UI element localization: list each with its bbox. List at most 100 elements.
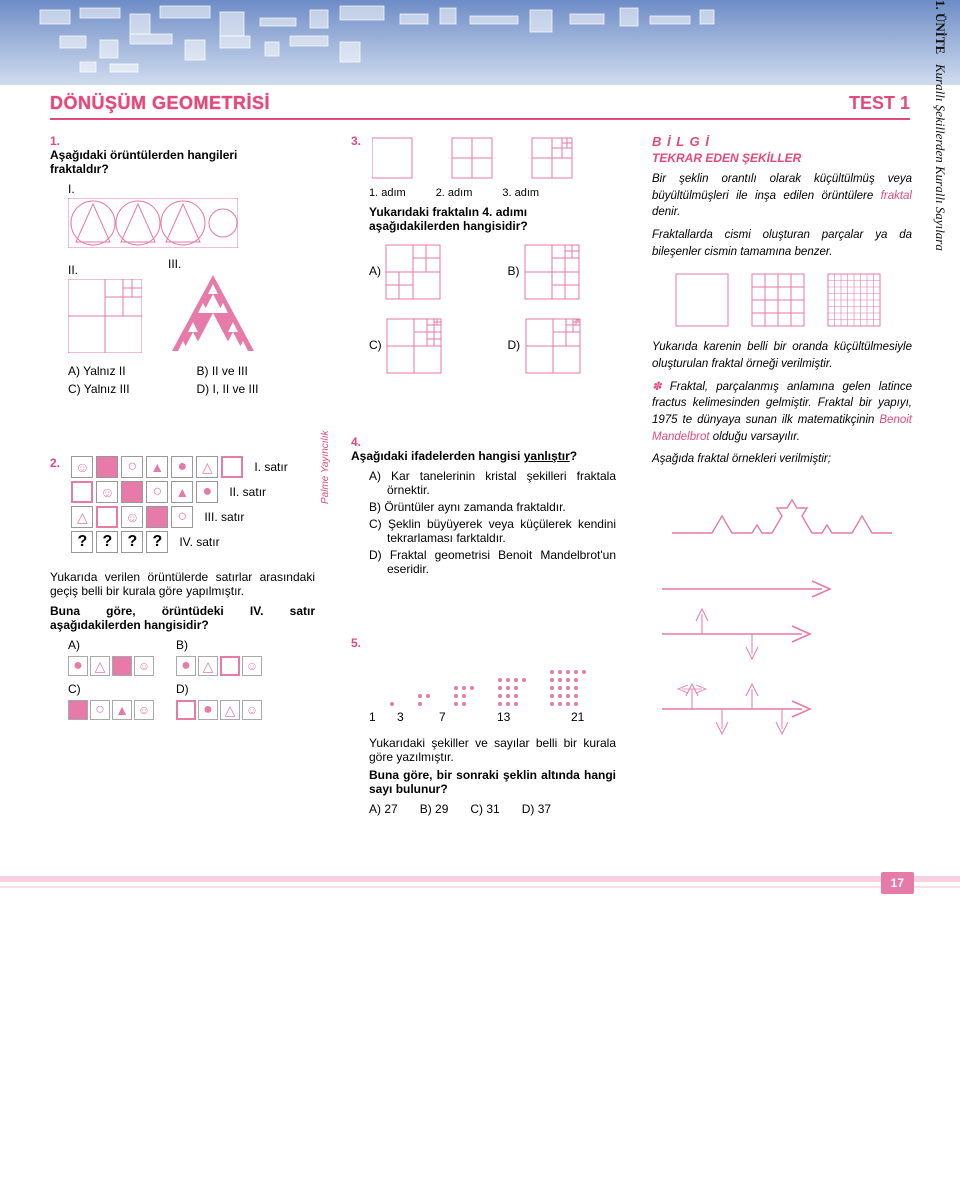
q2-opt-d[interactable]: D) xyxy=(176,682,262,720)
bilgi-head: B İ L G İ xyxy=(652,134,912,149)
q5-dots xyxy=(390,636,586,706)
q3-opt-d[interactable]: D) xyxy=(508,317,617,375)
q2-row-2: II. satır xyxy=(71,481,287,503)
bilgi-p3: Yukarıda karenin belli bir oranda küçült… xyxy=(652,339,912,372)
bilgi-p1: Bir şeklin orantılı olarak küçültülmüş v… xyxy=(652,171,912,221)
q5-options: A) 27 B) 29 C) 31 D) 37 xyxy=(369,802,616,816)
q4-opt-a[interactable]: A) Kar tanelerinin kristal şekilleri fra… xyxy=(369,469,616,497)
q1-roman-3-wrap: III. xyxy=(168,257,258,356)
q5-ask: Buna göre, bir sonraki şeklin altında ha… xyxy=(369,768,616,796)
footer: 17 xyxy=(0,858,960,908)
bilgi-p1c: denir. xyxy=(652,206,680,218)
q3-adim-2: 2. adım xyxy=(436,187,473,199)
q3-number: 3. xyxy=(351,134,369,148)
q4-number: 4. xyxy=(351,435,369,449)
q2-rowlabel-3: III. satır xyxy=(204,510,244,524)
decorative-header-stripe xyxy=(0,0,960,85)
q2-options-ab: A) B) xyxy=(68,638,315,676)
bilgi-p1a: Bir şeklin orantılı olarak küçültülmüş v… xyxy=(652,173,912,202)
page-number: 17 xyxy=(881,872,914,894)
q5-nums: 1 3 7 13 21 xyxy=(369,710,616,724)
q1-roman-2-wrap: II. xyxy=(68,263,142,356)
q2-opt-c[interactable]: C) xyxy=(68,682,154,720)
q3-ask: Yukarıdaki fraktalın 4. adımı aşağıdakil… xyxy=(369,205,616,233)
q5-opt-c[interactable]: C) 31 xyxy=(470,802,499,816)
q1-roman-2: II. xyxy=(68,263,142,277)
q2-rowlabel-2: II. satır xyxy=(229,485,266,499)
q2-rowlabel-4: IV. satır xyxy=(179,535,219,549)
q3-opt-c[interactable]: C) xyxy=(369,317,478,375)
q3-opt-b[interactable]: B) xyxy=(508,243,617,301)
footer-stripe-2 xyxy=(0,886,960,888)
page-title: DÖNÜŞÜM GEOMETRİSİ xyxy=(50,93,270,114)
q1-roman-1: I. xyxy=(68,182,315,196)
column-1: 1. Aşağıdaki örüntülerden hangileri frak… xyxy=(50,134,315,838)
q3-opt-d-label: D) xyxy=(508,338,521,352)
q5-opt-d[interactable]: D) 37 xyxy=(522,802,551,816)
q1-figure-1: I. xyxy=(68,182,315,251)
q5-opt-a[interactable]: A) 27 xyxy=(369,802,398,816)
q5-para: Yukarıdaki şekiller ve sayılar belli bir… xyxy=(369,736,616,764)
question-2: 2. I. satır II. satır III. satır xyxy=(50,456,315,720)
q5-opt-b[interactable]: B) 29 xyxy=(420,802,449,816)
q3-step-labels: 1. adım 2. adım 3. adım xyxy=(369,187,616,199)
q4-opt-d[interactable]: D) Fraktal geometrisi Benoit Mandelbrot'… xyxy=(369,548,616,576)
q2-row-3: III. satır xyxy=(71,506,287,528)
q3-options: A) B) xyxy=(369,243,616,375)
page: DÖNÜŞÜM GEOMETRİSİ TEST 1 1. ÜNİTE Kural… xyxy=(0,0,960,908)
question-5: 5. 1 3 7 13 21 Yukarıdaki şekiller ve sa… xyxy=(351,636,616,816)
q2-options-cd: C) D) xyxy=(68,682,315,720)
q3-opt-a[interactable]: A) xyxy=(369,243,478,301)
q2-opt-b[interactable]: B) xyxy=(176,638,262,676)
question-3: 3. 1. adım xyxy=(351,134,616,375)
q2-rowlabel-1: I. satır xyxy=(254,460,287,474)
q1-figs-23: II. III. xyxy=(68,257,315,356)
bilgi-p4a: Fraktal, parçalanmış anlamına gelen lati… xyxy=(652,381,912,426)
q5-n3: 7 xyxy=(439,710,497,724)
q2-opt-d-label: D) xyxy=(176,682,262,696)
test-label: TEST 1 xyxy=(849,93,910,114)
q2-row-1: I. satır xyxy=(71,456,287,478)
q1-fig-sierpinski xyxy=(168,273,258,353)
koch-figure xyxy=(652,478,912,551)
q5-n5: 21 xyxy=(571,710,584,724)
q3-adim-1: 1. adım xyxy=(369,187,406,199)
q2-opt-a[interactable]: A) xyxy=(68,638,154,676)
q2-opt-b-label: B) xyxy=(176,638,262,652)
q2-opt-c-label: C) xyxy=(68,682,154,696)
q1-number: 1. xyxy=(50,134,68,148)
header-row: DÖNÜŞÜM GEOMETRİSİ TEST 1 xyxy=(0,85,960,118)
q3-opt-b-label: B) xyxy=(508,264,520,278)
q2-para: Yukarıda verilen örüntülerde satırlar ar… xyxy=(50,570,315,598)
q1-opt-a[interactable]: A) Yalnız II xyxy=(68,364,187,378)
q1-opt-c[interactable]: C) Yalnız III xyxy=(68,382,187,396)
q1-fig-circles xyxy=(68,198,238,248)
bilgi-star: ✽ xyxy=(652,381,662,393)
unit-label: 1. ÜNİTE xyxy=(933,0,948,54)
bilgi-squares xyxy=(652,270,912,333)
q1-options: A) Yalnız II B) II ve III C) Yalnız III … xyxy=(68,364,315,396)
q4-text-pre: Aşağıdaki ifadelerden hangisi xyxy=(351,449,524,463)
q3-adim-3: 3. adım xyxy=(502,187,539,199)
bilgi-p2: Fraktallarda cismi oluşturan parçalar ya… xyxy=(652,227,912,260)
bilgi-p5: Aşağıda fraktal örnekleri verilmiştir; xyxy=(652,451,912,468)
question-1: 1. Aşağıdaki örüntülerden hangileri frak… xyxy=(50,134,315,396)
q1-text: Aşağıdaki örüntülerden hangileri fraktal… xyxy=(50,148,295,176)
q1-roman-3: III. xyxy=(168,257,258,271)
q1-opt-d[interactable]: D) I, II ve III xyxy=(197,382,316,396)
q1-opt-b[interactable]: B) II ve III xyxy=(197,364,316,378)
q3-steps xyxy=(372,134,592,182)
bilgi-sub: TEKRAR EDEN ŞEKİLLER xyxy=(652,151,912,165)
q3-opt-c-label: C) xyxy=(369,338,382,352)
column-3-info: B İ L G İ TEKRAR EDEN ŞEKİLLER Bir şekli… xyxy=(652,134,912,838)
bilgi-p1b: fraktal xyxy=(881,190,912,202)
bilgi-p4: ✽ Fraktal, parçalanmış anlamına gelen la… xyxy=(652,379,912,446)
q4-opt-c[interactable]: C) Şeklin büyüyerek veya küçülerek kendi… xyxy=(369,517,616,545)
q2-pattern: I. satır II. satır III. satır ???? IV. s… xyxy=(71,456,287,556)
q4-text: Aşağıdaki ifadelerden hangisi yanlıştır? xyxy=(351,449,596,463)
q4-opt-b[interactable]: B) Örüntüler aynı zamanda fraktaldır. xyxy=(369,500,616,514)
q5-n2: 3 xyxy=(397,710,439,724)
q1-fig-grid xyxy=(68,279,142,353)
question-4: 4. Aşağıdaki ifadelerden hangisi yanlışt… xyxy=(351,435,616,576)
q3-opt-a-label: A) xyxy=(369,264,381,278)
